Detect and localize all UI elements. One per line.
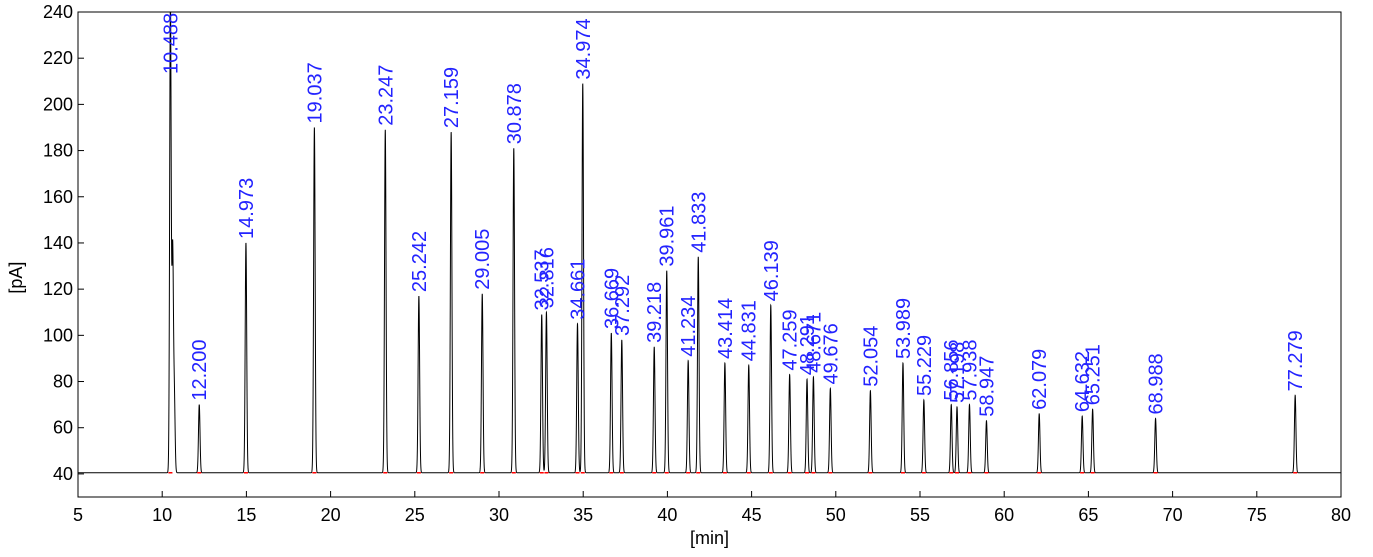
peak-label: 48.671 [803, 312, 825, 373]
peak-label: 62.079 [1029, 349, 1051, 410]
y-tick-label: 120 [43, 279, 73, 299]
peak-label: 29.005 [472, 229, 494, 290]
x-tick-label: 70 [1163, 505, 1183, 525]
peak-label: 68.988 [1146, 353, 1168, 414]
x-axis-ticks: 5 10 15 20 25 30 35 40 45 50 55 60 65 70 75 80 [73, 491, 1351, 525]
x-tick-label: 65 [1078, 505, 1098, 525]
x-tick-label: 5 [73, 505, 83, 525]
y-tick-label: 60 [53, 418, 73, 438]
x-tick-label: 10 [152, 505, 172, 525]
x-axis-title: [min] [690, 528, 729, 548]
trace-line [78, 12, 1341, 474]
x-tick-label: 80 [1331, 505, 1351, 525]
y-tick-label: 200 [43, 94, 73, 114]
peak-label: 48.291 [797, 314, 819, 375]
peak-label: 65.251 [1083, 344, 1105, 405]
peak-label: 39.961 [657, 205, 679, 266]
peak-label: 56.856 [941, 339, 963, 400]
peak-label: 41.833 [688, 192, 710, 253]
y-tick-label: 220 [43, 48, 73, 68]
peak-label: 44.831 [739, 300, 761, 361]
x-tick-label: 15 [236, 505, 256, 525]
y-tick-label: 180 [43, 141, 73, 161]
peak-label: 14.973 [236, 178, 258, 239]
peak-label: 19.037 [304, 62, 326, 123]
peak-label: 46.139 [761, 240, 783, 301]
peak-label: 34.661 [567, 259, 589, 320]
peak-label: 43.414 [715, 298, 737, 359]
plot-frame [77, 11, 1342, 498]
peak-label: 53.989 [893, 298, 915, 359]
peak-label: 23.247 [375, 65, 397, 126]
y-tick-label: 80 [53, 372, 73, 392]
peak-label: 12.200 [189, 339, 211, 400]
peak-labels: 10.488 12.200 14.973 19.037 23.247 25.242 27.1… [160, 13, 1307, 417]
x-tick-label: 25 [405, 505, 425, 525]
y-axis-title: [pA] [6, 262, 26, 294]
x-tick-label: 40 [657, 505, 677, 525]
peak-label: 57.198 [947, 342, 969, 403]
peak-label: 77.279 [1285, 330, 1307, 391]
peak-label: 32.816 [536, 247, 558, 308]
chromatogram-trace [78, 12, 1341, 474]
y-axis-ticks: 40 60 80 100 120 140 160 180 200 220 240 [43, 2, 84, 484]
peak-label: 49.676 [820, 323, 842, 384]
x-tick-label: 45 [742, 505, 762, 525]
y-tick-label: 160 [43, 187, 73, 207]
peak-label: 30.878 [504, 83, 526, 144]
peak-label: 25.242 [409, 231, 431, 292]
x-tick-label: 20 [321, 505, 341, 525]
peak-label: 10.488 [160, 13, 182, 74]
y-tick-label: 100 [43, 325, 73, 345]
y-tick-label: 240 [43, 2, 73, 22]
peak-label: 39.218 [644, 282, 666, 343]
x-tick-label: 35 [573, 505, 593, 525]
x-tick-label: 50 [826, 505, 846, 525]
peak-label: 55.229 [914, 335, 936, 396]
peak-label: 52.054 [860, 326, 882, 387]
peak-label: 36.669 [601, 268, 623, 329]
y-tick-label: 140 [43, 233, 73, 253]
peak-label: 57.938 [959, 339, 981, 400]
x-tick-label: 30 [489, 505, 509, 525]
peak-label: 41.234 [678, 296, 700, 357]
peak-label: 37.292 [612, 275, 634, 336]
x-tick-label: 75 [1247, 505, 1267, 525]
peak-label: 32.537 [532, 249, 554, 310]
y-tick-label: 40 [53, 464, 73, 484]
peak-label: 47.259 [780, 309, 802, 370]
peak-label: 27.159 [441, 67, 463, 128]
peak-label: 34.974 [573, 18, 595, 79]
x-tick-label: 55 [910, 505, 930, 525]
peak-label: 64.632 [1072, 351, 1094, 412]
x-tick-label: 60 [994, 505, 1014, 525]
peak-label: 58.947 [976, 356, 998, 417]
